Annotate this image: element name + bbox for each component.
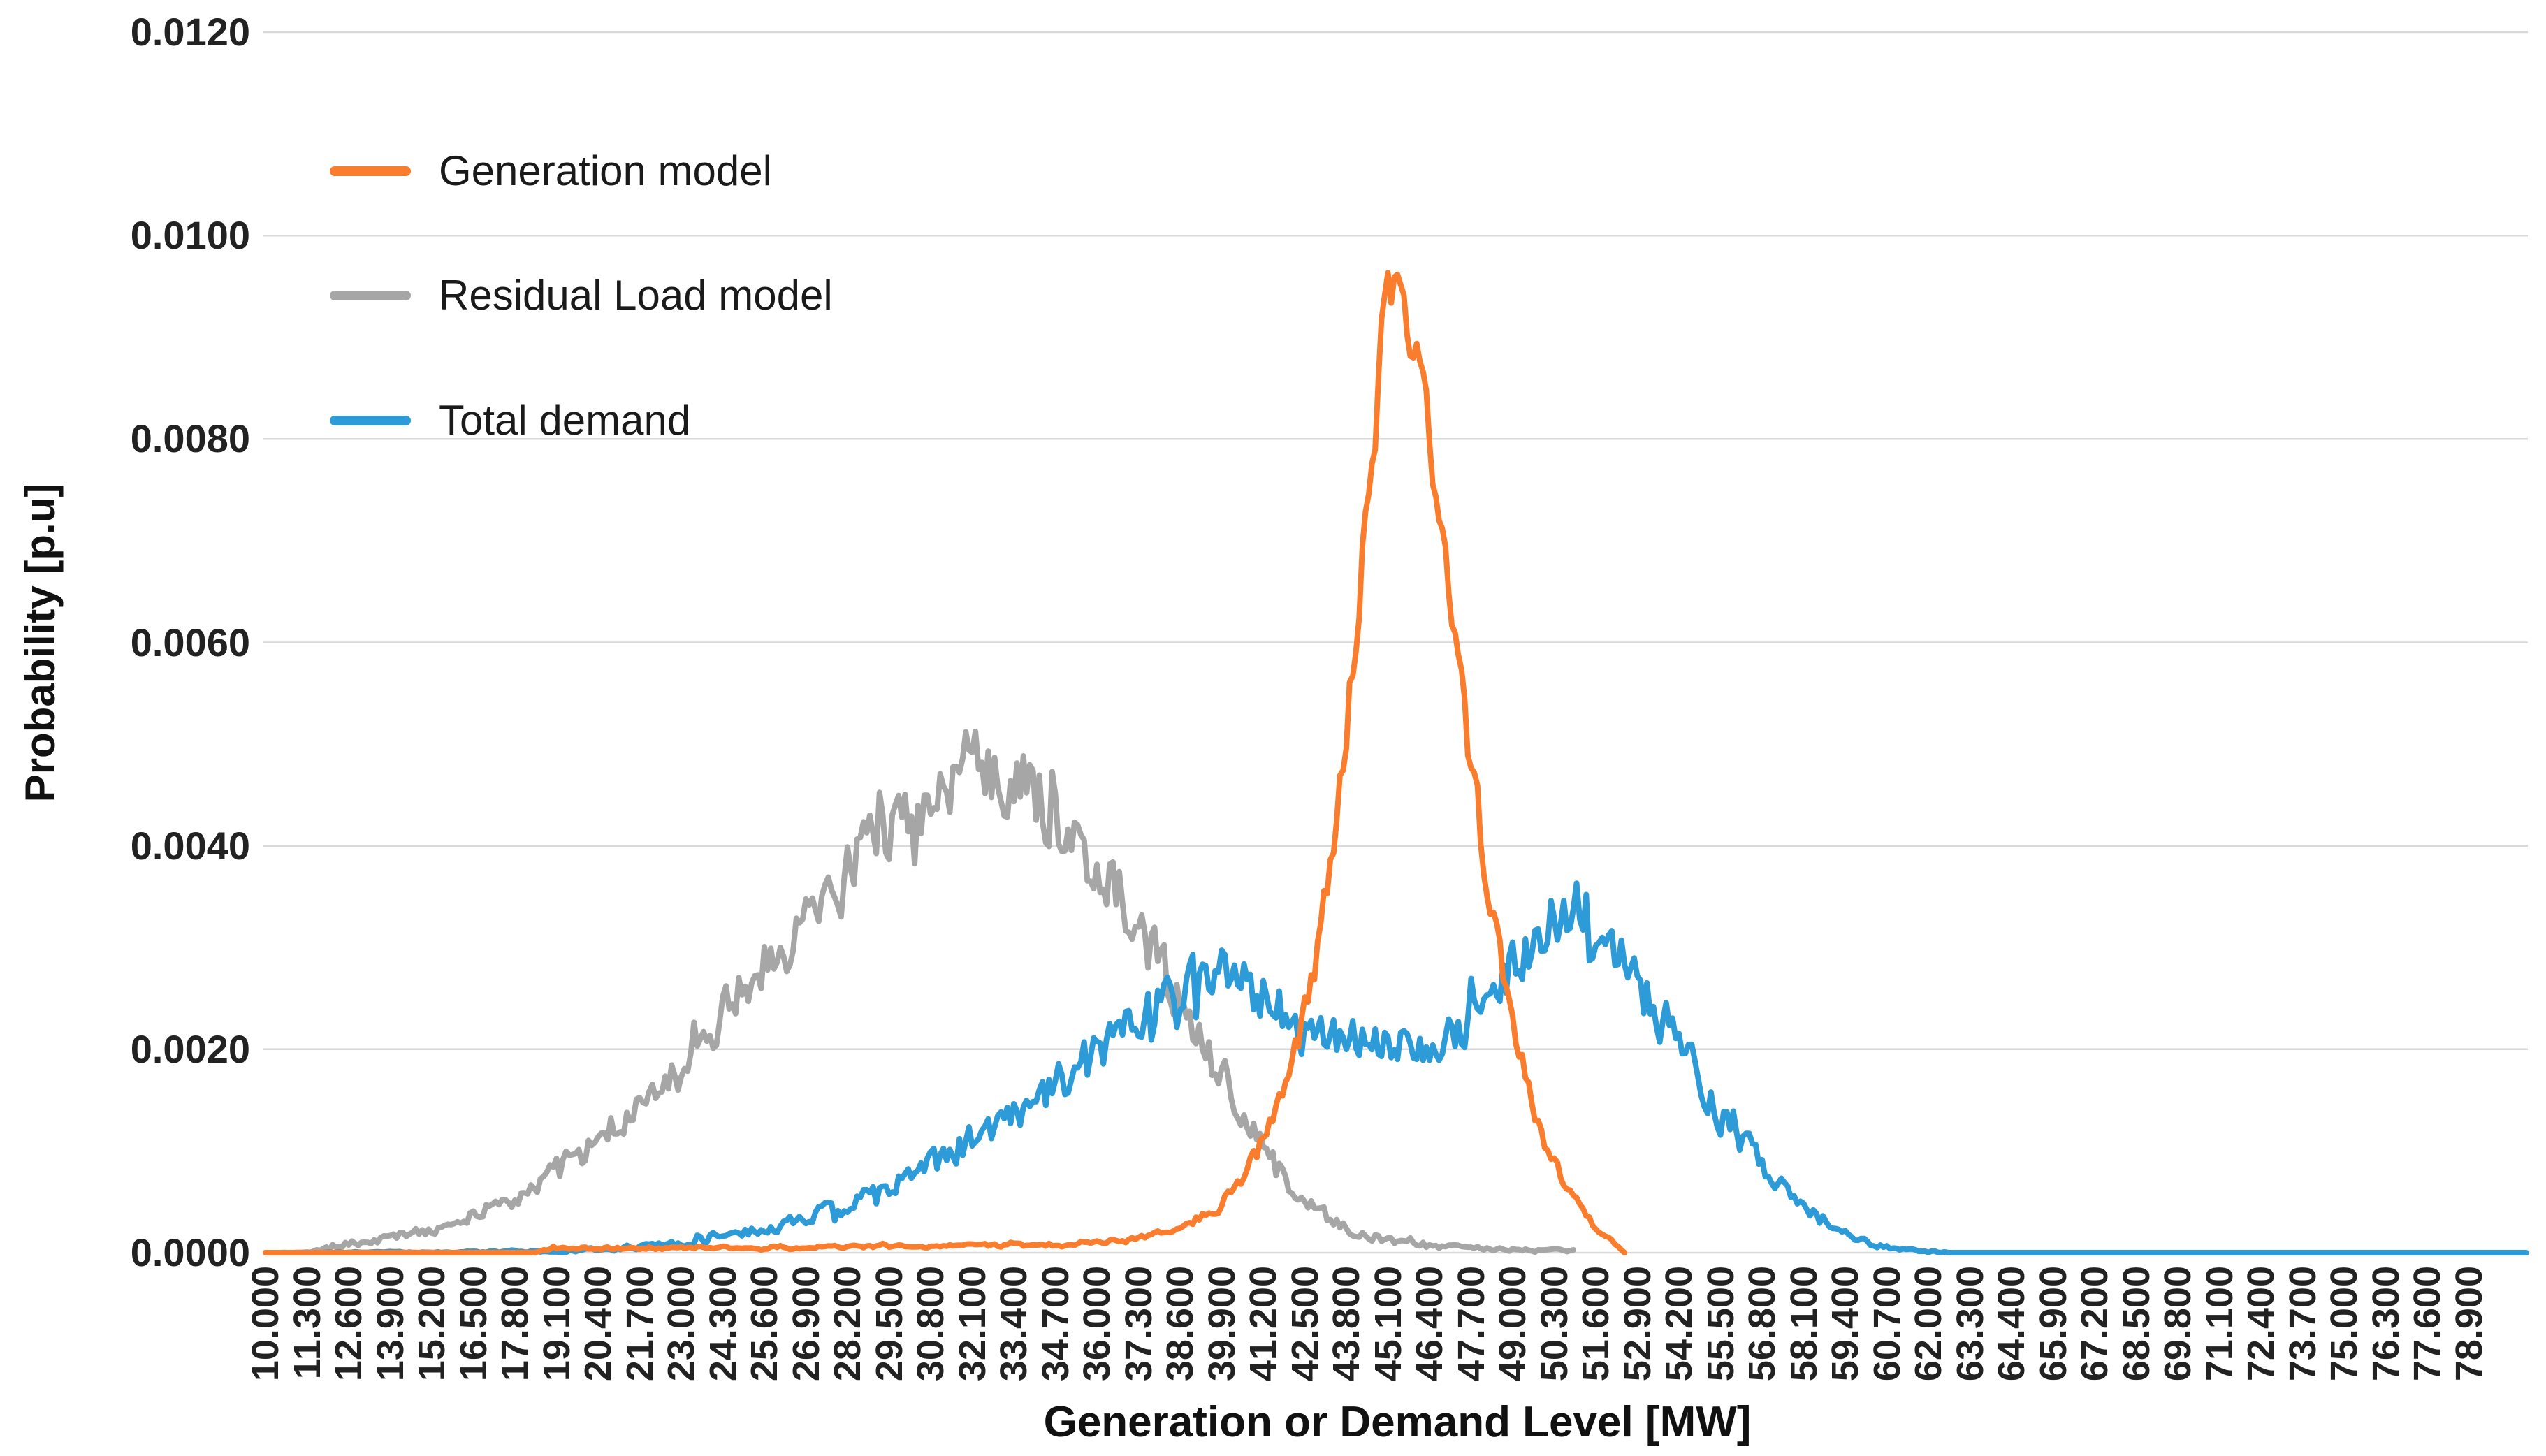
x-tick-label: 56.800 [1741,1266,1783,1382]
x-tick-label: 50.300 [1533,1266,1576,1382]
x-tick-label: 25.600 [743,1266,785,1382]
x-tick-label: 24.300 [701,1266,744,1382]
x-tick-label: 39.900 [1200,1266,1243,1382]
x-tick-label: 20.400 [577,1266,619,1382]
x-tick-label: 71.100 [2198,1266,2241,1382]
x-tick-label: 64.400 [1991,1266,2032,1382]
x-tick-label: 54.200 [1658,1266,1700,1382]
x-tick-label: 21.700 [618,1266,661,1382]
legend-swatch-generation-model [330,166,411,176]
x-tick-label: 41.200 [1242,1266,1284,1382]
x-tick-label: 77.600 [2406,1266,2448,1382]
x-tick-label: 55.500 [1699,1266,1742,1382]
x-tick-label: 42.500 [1283,1266,1326,1382]
x-tick-label: 63.300 [1949,1266,1991,1382]
x-tick-label: 34.700 [1034,1266,1077,1382]
x-tick-label: 65.900 [2032,1266,2074,1382]
x-tick-label: 78.900 [2447,1266,2490,1382]
x-tick-label: 51.600 [1575,1266,1617,1382]
series-line-residual-load-model [263,729,1576,1255]
x-tick-label: 37.300 [1117,1266,1160,1382]
x-tick-label: 11.300 [286,1266,328,1380]
x-tick-label: 46.400 [1409,1266,1450,1382]
series-line-generation-model [263,270,1628,1255]
x-tick-label: 10.000 [245,1266,286,1382]
x-tick-label: 47.700 [1450,1266,1492,1382]
x-tick-label: 23.000 [660,1266,702,1382]
x-tick-label: 75.000 [2323,1266,2365,1382]
x-tick-label: 59.400 [1824,1266,1866,1382]
y-tick-label: 0.0080 [130,416,250,461]
x-tick-label: 29.500 [868,1266,910,1382]
legend-label-total-demand: Total demand [439,397,691,444]
x-tick-label: 67.200 [2074,1266,2116,1382]
y-tick-label: 0.0120 [130,10,250,54]
y-tick-label: 0.0100 [130,213,250,258]
x-tick-label: 58.100 [1782,1266,1825,1382]
x-tick-label: 13.900 [369,1266,412,1382]
x-tick-label: 17.800 [494,1266,536,1382]
x-tick-label: 15.200 [411,1266,453,1382]
x-tick-label: 19.100 [535,1266,578,1382]
x-tick-label: 30.800 [910,1266,952,1382]
x-tick-label: 33.400 [993,1266,1035,1382]
legend-swatch-residual-load-model [330,291,411,300]
y-tick-label: 0.0040 [130,823,250,868]
x-tick-label: 36.000 [1076,1266,1118,1382]
y-axis-title: Probability [p.u] [17,483,64,803]
x-tick-label: 73.700 [2281,1266,2324,1382]
x-tick-label: 26.900 [785,1266,827,1382]
series-line-total-demand [263,880,2529,1255]
x-tick-label: 62.000 [1907,1266,1949,1382]
x-tick-label: 45.100 [1367,1266,1409,1382]
x-tick-label: 69.800 [2157,1266,2199,1382]
y-tick-label: 0.0020 [130,1026,250,1071]
x-tick-label: 60.700 [1865,1266,1908,1382]
legend-label-generation-model: Generation model [439,147,772,194]
y-tick-label: 0.0000 [130,1230,250,1274]
x-tick-label: 28.200 [827,1266,868,1382]
x-tick-label: 72.400 [2240,1266,2282,1382]
x-tick-label: 49.000 [1492,1266,1534,1382]
x-tick-label: 52.900 [1616,1266,1659,1382]
y-tick-label: 0.0060 [130,620,250,664]
x-tick-label: 32.100 [951,1266,994,1382]
x-tick-label: 43.800 [1325,1266,1367,1382]
x-tick-label: 38.600 [1159,1266,1201,1382]
legend-swatch-total-demand [330,416,411,425]
x-axis-title: Generation or Demand Level [MW] [1043,1398,1752,1446]
x-tick-label: 76.300 [2364,1266,2407,1382]
x-tick-label: 12.600 [328,1266,370,1382]
x-tick-label: 68.500 [2115,1266,2158,1382]
legend-label-residual-load-model: Residual Load model [439,272,833,319]
x-tick-label: 16.500 [452,1266,495,1382]
